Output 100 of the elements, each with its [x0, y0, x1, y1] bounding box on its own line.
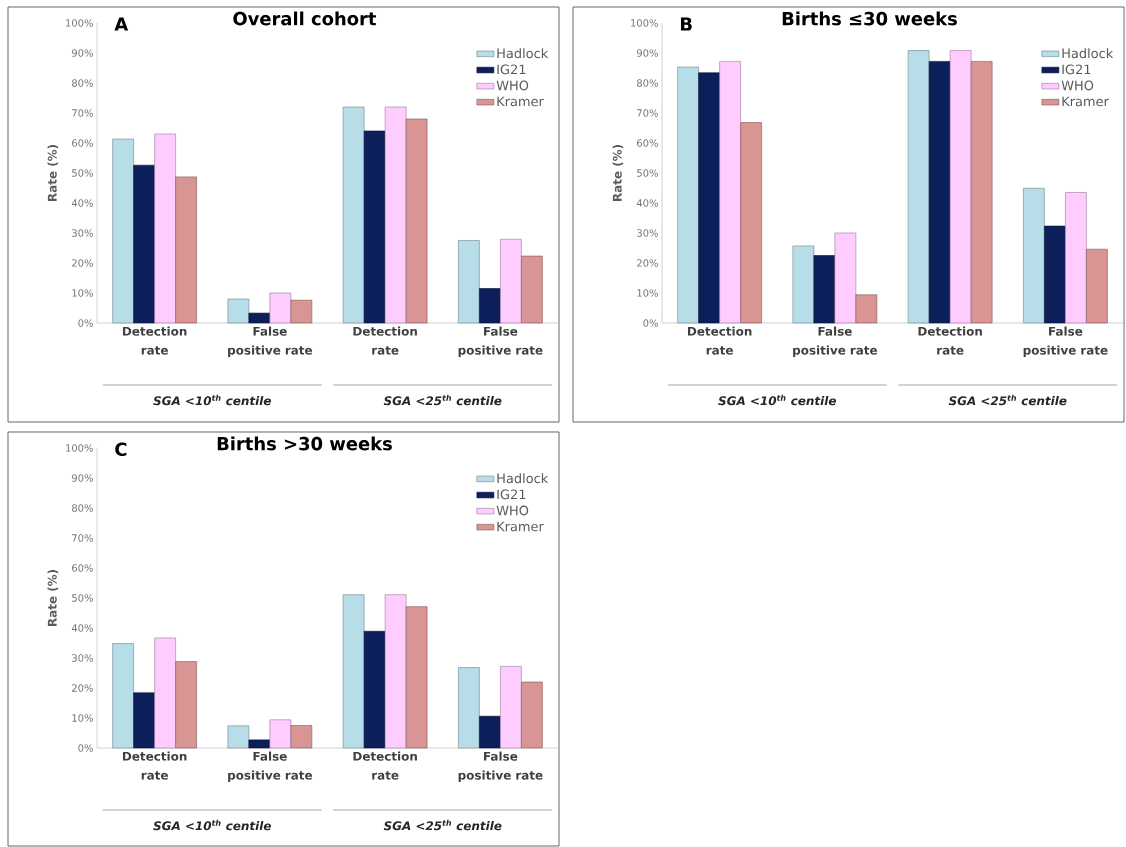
- bar: [1044, 225, 1066, 324]
- y-tick-label: 70%: [72, 534, 93, 542]
- x-tick-label: False positive rate: [793, 326, 878, 358]
- y-tick-label: 80%: [637, 79, 658, 87]
- bar: [269, 292, 292, 324]
- y-axis-title: Rate (%): [47, 144, 59, 201]
- bar: [740, 122, 762, 324]
- bar: [248, 739, 271, 749]
- text: SGA <10$^{th}$ centile: [153, 394, 271, 406]
- y-tick-label: 20%: [72, 259, 93, 267]
- y-tick-label: 40%: [71, 624, 93, 632]
- bar: [405, 118, 428, 324]
- bar: [500, 666, 522, 749]
- chart-title: Overall cohort: [233, 11, 377, 26]
- annotation: C: [115, 442, 127, 457]
- y-tick-label: 70%: [637, 109, 658, 117]
- bar: [363, 631, 386, 749]
- bar: [479, 715, 501, 749]
- y-tick-label: 30%: [637, 229, 658, 237]
- x-tick-label: False positive rate: [458, 326, 543, 358]
- chart-title: Births >30 weeks: [217, 436, 392, 451]
- y-tick-label: 80%: [72, 504, 93, 512]
- bar: [907, 50, 930, 324]
- y-tick-label: 20%: [72, 684, 93, 692]
- bar: [227, 725, 250, 749]
- x-tick-label: False positive rate: [1023, 326, 1108, 358]
- annotation: B: [681, 17, 692, 31]
- bar: [792, 245, 815, 324]
- legend-label: Kramer: [497, 96, 544, 107]
- bar: [384, 594, 407, 749]
- bar: [133, 164, 155, 324]
- annotation: A: [114, 17, 129, 31]
- bar: [813, 255, 836, 324]
- bar: [405, 606, 428, 749]
- bar: [1065, 192, 1087, 324]
- y-tick-label: 10%: [72, 289, 93, 297]
- bar: [112, 138, 134, 324]
- bar: [342, 594, 365, 749]
- x-tick-label: False positive rate: [228, 326, 313, 358]
- legend-label: IG21: [497, 489, 526, 500]
- legend-label: IG21: [497, 64, 526, 75]
- y-tick-label: 30%: [72, 654, 93, 662]
- bar: [342, 106, 365, 324]
- x-tick-label: Detection rate: [918, 326, 982, 355]
- legend-label: Hadlock: [497, 48, 549, 59]
- y-tick-label: 40%: [71, 199, 93, 207]
- bar: [133, 692, 155, 749]
- y-tick-label: 100%: [66, 444, 93, 452]
- legend-label: Kramer: [1062, 96, 1109, 107]
- bar: [290, 725, 313, 749]
- y-tick-label: 10%: [637, 289, 658, 297]
- bar: [719, 61, 741, 324]
- y-tick-label: 20%: [637, 259, 658, 267]
- bar: [1086, 248, 1108, 324]
- bar: [175, 176, 197, 324]
- legend-label: WHO: [496, 505, 529, 516]
- bar: [154, 133, 176, 324]
- y-tick-label: 50%: [72, 594, 93, 602]
- bar: [363, 130, 386, 324]
- y-tick-label: 50%: [72, 169, 93, 177]
- y-tick-label: 50%: [637, 169, 658, 177]
- bar: [834, 232, 857, 324]
- text: SGA <10$^{th}$ centile: [718, 394, 836, 406]
- bar: [521, 255, 543, 324]
- bar: [248, 312, 271, 324]
- chart-title: Births ≤30 weeks: [782, 11, 957, 26]
- bar: [227, 298, 250, 324]
- y-tick-label: 90%: [71, 474, 93, 482]
- bar: [970, 61, 993, 324]
- bar: [384, 106, 407, 324]
- bar: [1023, 187, 1045, 324]
- legend-label: IG21: [1062, 64, 1091, 75]
- y-tick-label: 100%: [66, 19, 93, 27]
- text: SGA <25$^{th}$ centile: [383, 394, 502, 406]
- legend-label: Hadlock: [497, 473, 549, 484]
- x-tick-label: Detection rate: [122, 751, 187, 780]
- x-tick-label: Detection rate: [687, 326, 752, 355]
- bar: [698, 72, 720, 324]
- bar: [290, 299, 313, 324]
- y-tick-label: 90%: [636, 49, 658, 57]
- y-axis-title: Rate (%): [612, 144, 624, 201]
- y-tick-label: 40%: [636, 199, 658, 207]
- bar: [269, 719, 292, 749]
- bar: [154, 637, 176, 749]
- y-tick-label: 60%: [72, 564, 93, 572]
- x-tick-label: False positive rate: [228, 751, 313, 783]
- bar: [521, 681, 543, 749]
- bar: [949, 50, 972, 324]
- y-tick-label: 100%: [631, 19, 658, 27]
- legend-label: Kramer: [497, 521, 544, 532]
- y-tick-label: 0%: [78, 744, 93, 752]
- legend-label: Hadlock: [1062, 48, 1114, 59]
- y-tick-label: 80%: [72, 79, 93, 87]
- y-tick-label: 30%: [72, 229, 93, 237]
- y-tick-label: 70%: [72, 109, 93, 117]
- y-tick-label: 0%: [78, 319, 93, 327]
- text: SGA <25$^{th}$ centile: [383, 819, 502, 831]
- y-axis-title: Rate (%): [47, 569, 59, 626]
- y-tick-label: 10%: [72, 714, 93, 722]
- x-tick-label: Detection rate: [353, 326, 417, 355]
